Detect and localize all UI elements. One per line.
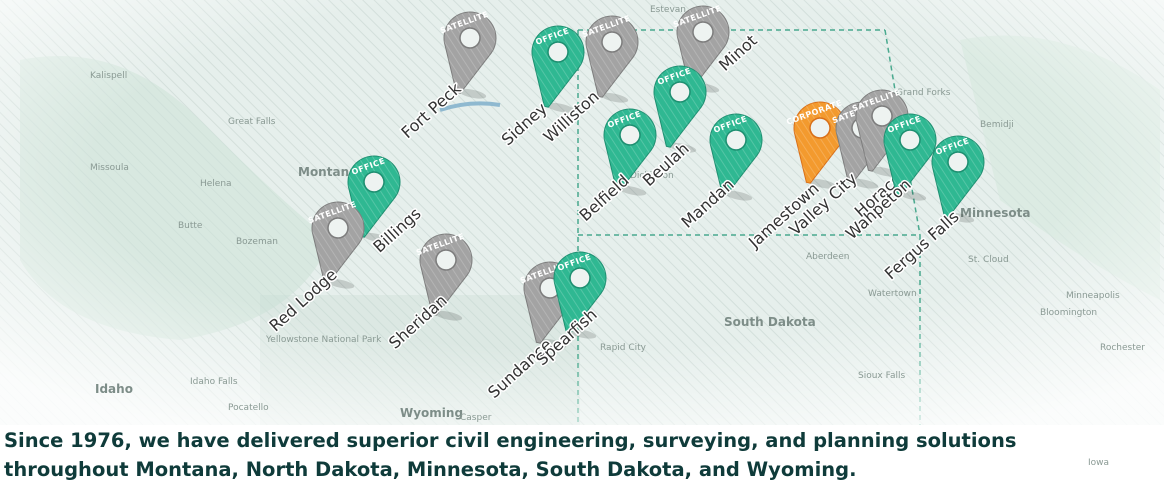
place-label: Iowa [1088,458,1109,468]
place-label: Watertown [868,289,917,299]
place-label: Grand Forks [896,88,951,98]
place-label: St. Cloud [968,255,1009,265]
place-label: Missoula [90,163,129,173]
place-label: Wyoming [400,406,463,420]
place-label: Estevan [650,5,686,15]
place-label: Butte [178,221,203,231]
place-label: Great Falls [228,117,276,127]
place-label: Idaho [95,382,133,396]
place-label: Minneapolis [1066,291,1120,301]
place-label: Bloomington [1040,308,1097,318]
caption-line: throughout Montana, North Dakota, Minnes… [4,458,857,481]
place-label: Idaho Falls [190,377,238,387]
place-label: Helena [200,179,232,189]
place-label: Kalispell [90,71,127,81]
place-label: Casper [460,413,492,423]
map-page: EstevanKalispellGreat FallsMissoulaMonta… [0,0,1164,502]
place-label: Rapid City [600,343,647,353]
place-label: Pocatello [228,403,269,413]
place-label: Yellowstone National Park [265,335,382,345]
place-label: Bemidji [980,120,1014,130]
caption-line: Since 1976, we have delivered superior c… [4,429,1016,452]
place-label: Bozeman [236,237,278,247]
place-label: Sioux Falls [858,371,905,381]
place-label: Aberdeen [806,252,849,262]
place-label: Rochester [1100,343,1145,353]
place-label: South Dakota [724,315,816,329]
